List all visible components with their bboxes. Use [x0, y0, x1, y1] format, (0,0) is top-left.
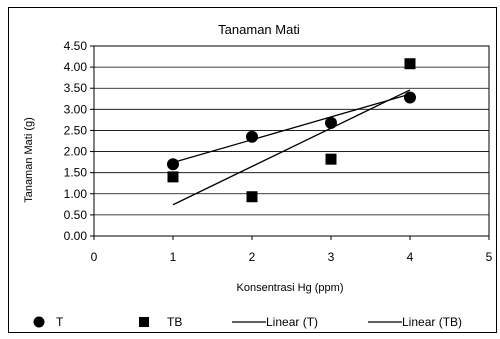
- x-tick-label: 5: [486, 250, 493, 264]
- trendlines: [172, 89, 411, 206]
- y-tick-label: 4.50: [64, 39, 88, 53]
- legend-label-tb: TB: [167, 315, 182, 329]
- y-tick-label: 0.50: [64, 208, 88, 222]
- y-tick-label: 2.00: [64, 145, 88, 159]
- y-tick-label: 0.00: [64, 229, 88, 243]
- x-tick-label: 3: [328, 250, 335, 264]
- x-tick-label: 2: [249, 250, 256, 264]
- data-point-tb: [167, 171, 179, 183]
- y-tick-label: 4.00: [64, 60, 88, 74]
- legend-marker-tb: [139, 317, 149, 327]
- y-tick-label: 3.50: [64, 81, 88, 95]
- y-axis-ticks: 0.00 0.50 1.00 1.50 2.00 2.50 3.00 3.50 4.00 4.50: [64, 39, 94, 243]
- plot-area: [93, 45, 490, 237]
- data-point-tb: [246, 191, 258, 203]
- legend-marker-t: [33, 316, 45, 328]
- trendline-linear-t: [172, 93, 411, 164]
- legend-label-linear-tb: Linear (TB): [402, 315, 462, 329]
- x-tick-label: 0: [91, 250, 98, 264]
- data-point-t: [325, 116, 337, 129]
- data-point-tb: [404, 58, 416, 70]
- x-axis-label: Konsentrasi Hg (ppm): [237, 282, 344, 294]
- y-tick-label: 3.00: [64, 102, 88, 116]
- data-point-t: [404, 91, 416, 104]
- y-tick-label: 1.50: [64, 166, 88, 180]
- legend-label-t: T: [56, 315, 64, 329]
- data-point-t: [246, 130, 258, 143]
- y-axis-label: Tanaman Mati (g): [23, 117, 35, 203]
- chart-title: Tanaman Mati: [218, 22, 300, 37]
- x-tick-label: 1: [170, 250, 177, 264]
- x-axis-ticks: 0 1 2 3 4 5: [91, 236, 493, 264]
- grid-lines: [94, 66, 489, 216]
- data-points: [167, 58, 416, 203]
- legend: T TB Linear (T) Linear (TB): [33, 315, 462, 329]
- legend-label-linear-t: Linear (T): [266, 315, 318, 329]
- data-point-tb: [325, 153, 337, 165]
- trendline-linear-tb: [172, 89, 411, 206]
- y-tick-label: 2.50: [64, 123, 88, 137]
- data-point-t: [167, 158, 179, 171]
- y-tick-label: 1.00: [64, 187, 88, 201]
- x-tick-label: 4: [407, 250, 414, 264]
